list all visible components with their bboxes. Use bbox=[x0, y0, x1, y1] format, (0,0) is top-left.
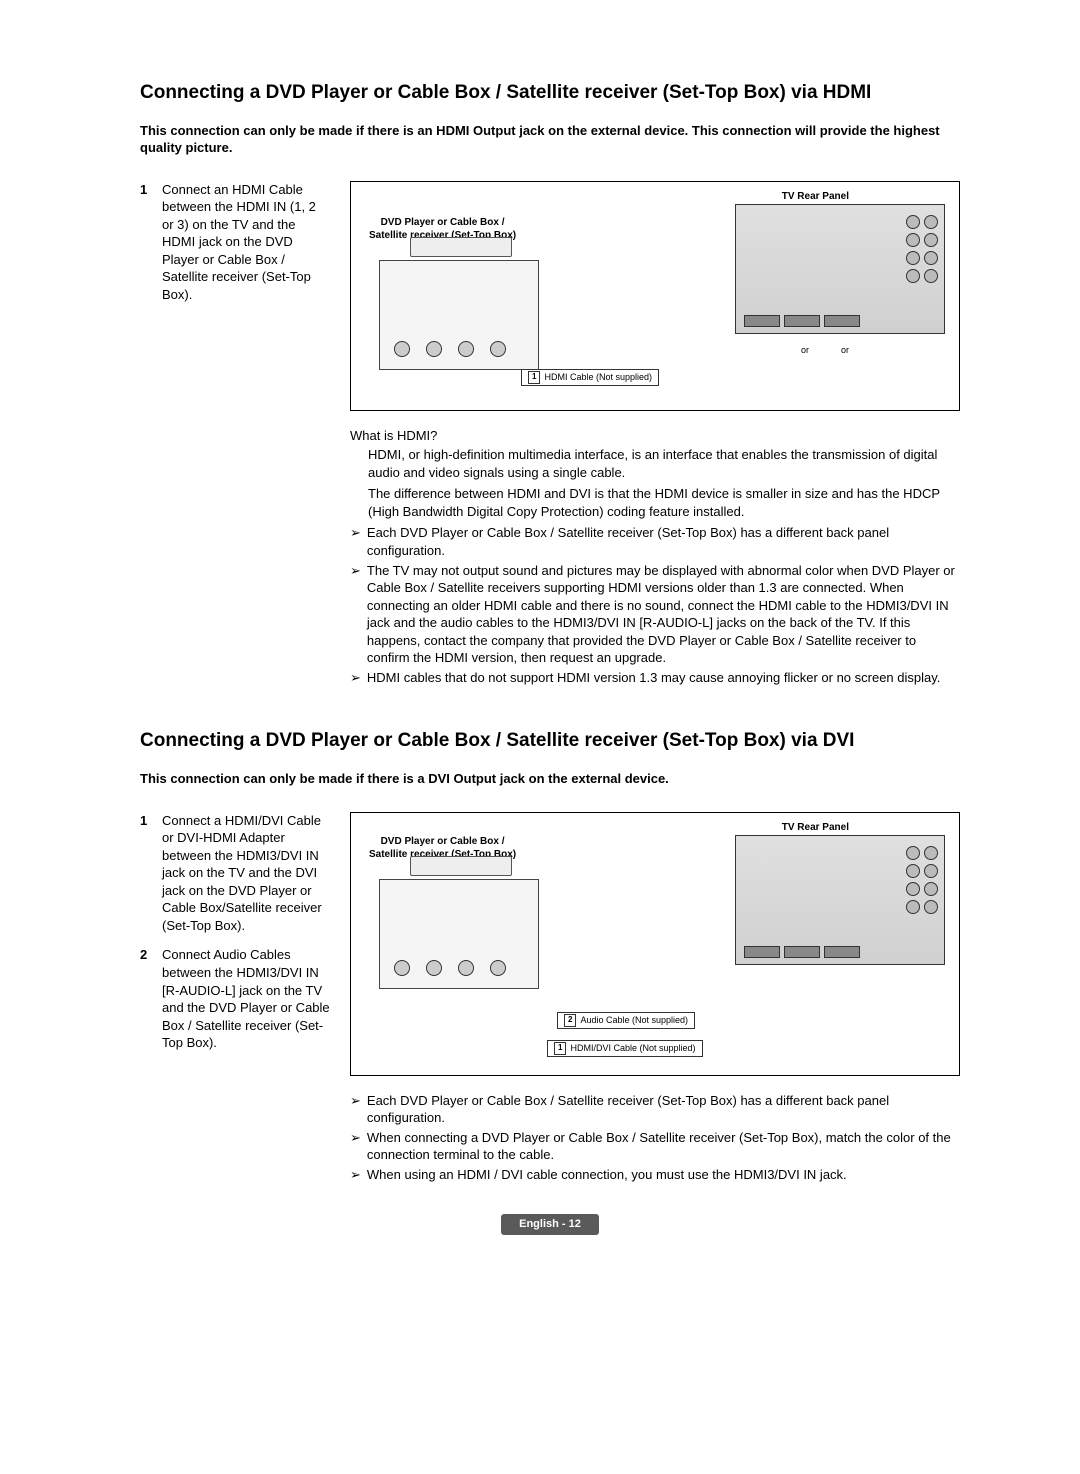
what-is-hdmi-heading: What is HDMI? bbox=[350, 427, 960, 445]
arrow-icon: ➢ bbox=[350, 1092, 361, 1127]
device-rear-icon bbox=[379, 260, 539, 370]
hdmi-port-icon bbox=[744, 315, 780, 327]
device-label-l1: DVD Player or Cable Box / bbox=[381, 836, 505, 847]
device-jack-icon bbox=[490, 960, 506, 976]
list-item: ➢ The TV may not output sound and pictur… bbox=[350, 562, 960, 667]
device-label-l1: DVD Player or Cable Box / bbox=[381, 217, 505, 228]
bullet-text: Each DVD Player or Cable Box / Satellite… bbox=[367, 524, 960, 559]
tv-rear-panel-icon bbox=[735, 204, 945, 334]
dvi-step-2: 2 Connect Audio Cables between the HDMI3… bbox=[140, 946, 330, 1051]
cable-text: Audio Cable (Not supplied) bbox=[580, 1014, 688, 1026]
dvi-step-1: 1 Connect a HDMI/DVI Cable or DVI-HDMI A… bbox=[140, 812, 330, 935]
bullet-text: When connecting a DVD Player or Cable Bo… bbox=[367, 1129, 960, 1164]
hdmi-port-icon bbox=[784, 946, 820, 958]
tv-jack-icon bbox=[906, 900, 920, 914]
tv-panel-label: TV Rear Panel bbox=[782, 821, 849, 835]
tv-jack-icon bbox=[906, 864, 920, 878]
device-rear-icon bbox=[379, 879, 539, 989]
hdmi-row: 1 Connect an HDMI Cable between the HDMI… bbox=[140, 181, 960, 411]
page-number-badge: English - 12 bbox=[501, 1214, 599, 1235]
dvi-explain: ➢ Each DVD Player or Cable Box / Satelli… bbox=[350, 1092, 960, 1184]
arrow-icon: ➢ bbox=[350, 669, 361, 687]
bullet-text: Each DVD Player or Cable Box / Satellite… bbox=[367, 1092, 960, 1127]
cable-tag: 1 bbox=[528, 371, 540, 384]
list-item: ➢ When using an HDMI / DVI cable connect… bbox=[350, 1166, 960, 1184]
tv-jack-icon bbox=[906, 233, 920, 247]
arrow-icon: ➢ bbox=[350, 1129, 361, 1164]
hdmi-port-icon bbox=[784, 315, 820, 327]
or-label: or bbox=[841, 344, 849, 356]
tv-jack-grid-icon bbox=[906, 846, 938, 914]
hdmi-ports-icon bbox=[744, 315, 860, 327]
hdmi-lead-text: This connection can only be made if ther… bbox=[140, 122, 960, 157]
cable-text: HDMI/DVI Cable (Not supplied) bbox=[570, 1042, 695, 1054]
dvi-bullets: ➢ Each DVD Player or Cable Box / Satelli… bbox=[350, 1092, 960, 1184]
hdmi-port-icon bbox=[824, 946, 860, 958]
cable-tag: 2 bbox=[564, 1014, 576, 1027]
device-jack-icon bbox=[458, 960, 474, 976]
dvi-diagram: DVD Player or Cable Box / Satellite rece… bbox=[350, 812, 960, 1076]
audio-cable-note: 2 Audio Cable (Not supplied) bbox=[557, 1012, 695, 1029]
step-number: 2 bbox=[140, 946, 152, 1051]
tv-jack-icon bbox=[924, 269, 938, 283]
tv-jack-icon bbox=[906, 269, 920, 283]
device-jack-icon bbox=[426, 341, 442, 357]
tv-jack-icon bbox=[906, 846, 920, 860]
hdmi-cable-note: 1 HDMI Cable (Not supplied) bbox=[521, 369, 659, 386]
list-item: ➢ Each DVD Player or Cable Box / Satelli… bbox=[350, 524, 960, 559]
or-label: or bbox=[801, 344, 809, 356]
tv-jack-grid-icon bbox=[906, 215, 938, 283]
device-jack-icon bbox=[394, 341, 410, 357]
dvi-lead-text: This connection can only be made if ther… bbox=[140, 770, 960, 788]
device-jack-icon bbox=[458, 341, 474, 357]
cable-tag: 1 bbox=[554, 1042, 566, 1055]
what-is-hdmi-p2: The difference between HDMI and DVI is t… bbox=[368, 485, 960, 520]
list-item: ➢ Each DVD Player or Cable Box / Satelli… bbox=[350, 1092, 960, 1127]
list-item: ➢ HDMI cables that do not support HDMI v… bbox=[350, 669, 960, 687]
tv-jack-icon bbox=[924, 846, 938, 860]
hdmi-port-icon bbox=[744, 946, 780, 958]
page-footer: English - 12 bbox=[140, 1213, 960, 1235]
hdmi-explain: What is HDMI? HDMI, or high-definition m… bbox=[350, 427, 960, 687]
step-text: Connect Audio Cables between the HDMI3/D… bbox=[162, 946, 330, 1051]
hdmi-diagram: DVD Player or Cable Box / Satellite rece… bbox=[350, 181, 960, 411]
tv-jack-icon bbox=[906, 215, 920, 229]
hdmi-steps: 1 Connect an HDMI Cable between the HDMI… bbox=[140, 181, 330, 411]
step-number: 1 bbox=[140, 812, 152, 935]
tv-rear-panel-icon bbox=[735, 835, 945, 965]
tv-jack-icon bbox=[924, 864, 938, 878]
dvi-row: 1 Connect a HDMI/DVI Cable or DVI-HDMI A… bbox=[140, 812, 960, 1076]
what-is-hdmi-p1: HDMI, or high-definition multimedia inte… bbox=[368, 446, 960, 481]
tv-jack-icon bbox=[924, 251, 938, 265]
device-jack-icon bbox=[490, 341, 506, 357]
hdmi-ports-icon bbox=[744, 946, 860, 958]
tv-jack-icon bbox=[924, 882, 938, 896]
step-text: Connect a HDMI/DVI Cable or DVI-HDMI Ada… bbox=[162, 812, 330, 935]
tv-jack-icon bbox=[924, 900, 938, 914]
bullet-text: When using an HDMI / DVI cable connectio… bbox=[367, 1166, 960, 1184]
device-jack-icon bbox=[426, 960, 442, 976]
hdmi-step-1: 1 Connect an HDMI Cable between the HDMI… bbox=[140, 181, 330, 304]
arrow-icon: ➢ bbox=[350, 1166, 361, 1184]
tv-panel-label: TV Rear Panel bbox=[782, 190, 849, 204]
hdmi-bullets: ➢ Each DVD Player or Cable Box / Satelli… bbox=[350, 524, 960, 686]
device-jack-icon bbox=[394, 960, 410, 976]
hdmidvi-cable-note: 1 HDMI/DVI Cable (Not supplied) bbox=[547, 1040, 703, 1057]
step-number: 1 bbox=[140, 181, 152, 304]
tv-jack-icon bbox=[906, 251, 920, 265]
hdmi-section-title: Connecting a DVD Player or Cable Box / S… bbox=[140, 80, 960, 106]
step-text: Connect an HDMI Cable between the HDMI I… bbox=[162, 181, 330, 304]
list-item: ➢ When connecting a DVD Player or Cable … bbox=[350, 1129, 960, 1164]
dvi-steps: 1 Connect a HDMI/DVI Cable or DVI-HDMI A… bbox=[140, 812, 330, 1076]
dvi-section-title: Connecting a DVD Player or Cable Box / S… bbox=[140, 728, 960, 754]
tv-jack-icon bbox=[906, 882, 920, 896]
arrow-icon: ➢ bbox=[350, 562, 361, 667]
tv-jack-icon bbox=[924, 233, 938, 247]
tv-jack-icon bbox=[924, 215, 938, 229]
bullet-text: The TV may not output sound and pictures… bbox=[367, 562, 960, 667]
cable-text: HDMI Cable (Not supplied) bbox=[544, 371, 652, 383]
hdmi-port-icon bbox=[824, 315, 860, 327]
arrow-icon: ➢ bbox=[350, 524, 361, 559]
bullet-text: HDMI cables that do not support HDMI ver… bbox=[367, 669, 960, 687]
